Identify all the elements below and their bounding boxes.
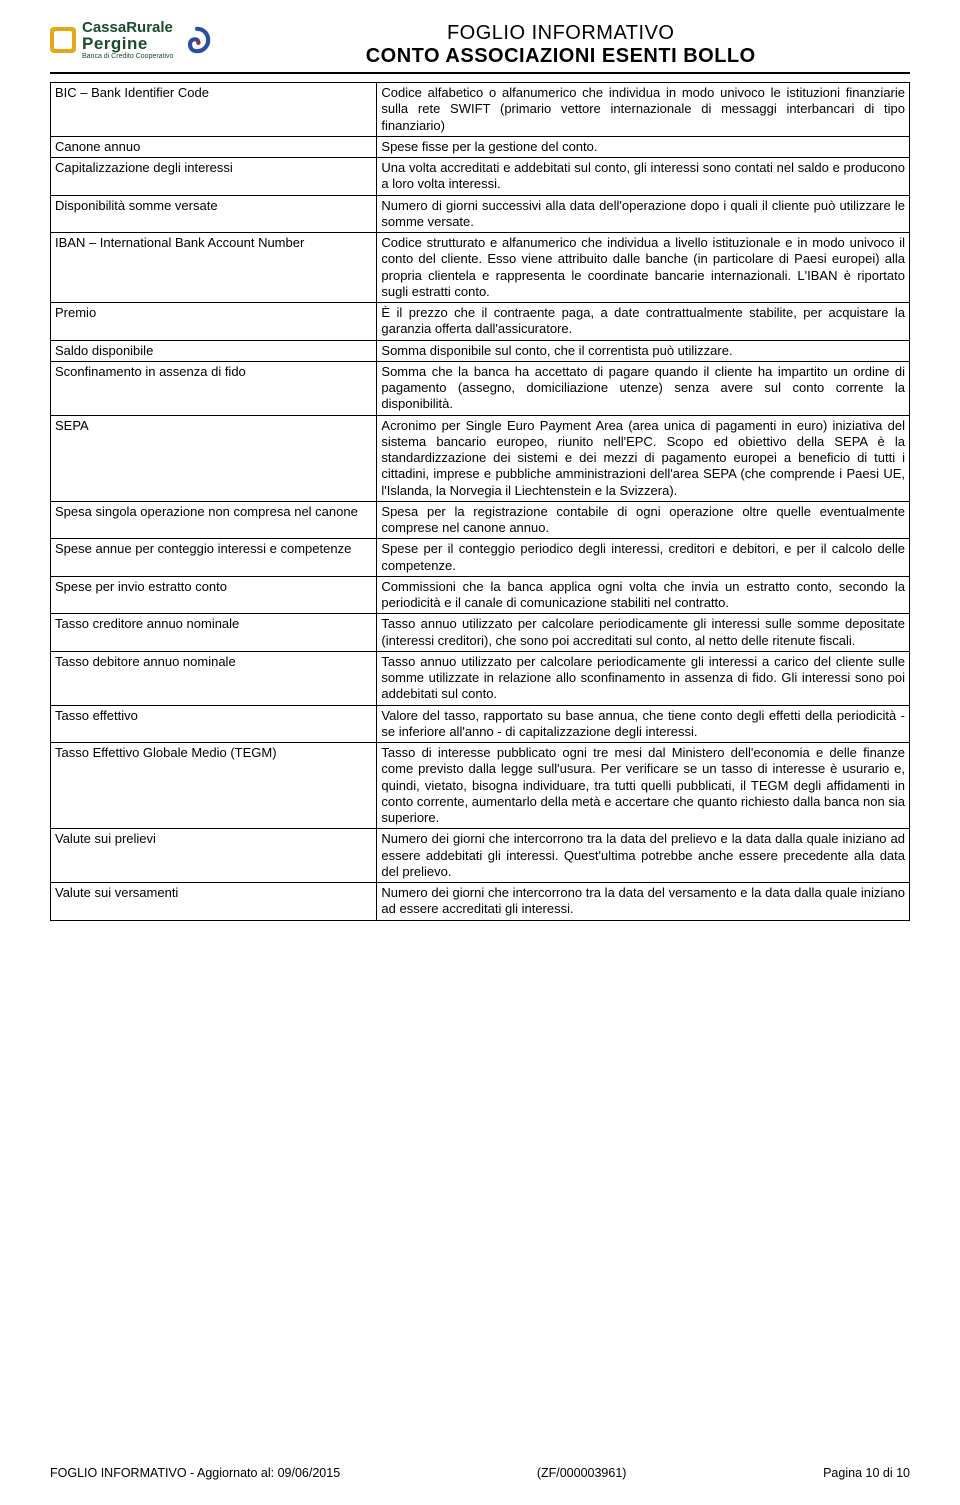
page-footer: FOGLIO INFORMATIVO - Aggiornato al: 09/0… <box>50 1466 910 1480</box>
glossary-term: Valute sui prelievi <box>51 829 377 883</box>
table-row: Valute sui prelieviNumero dei giorni che… <box>51 829 910 883</box>
table-row: SEPAAcronimo per Single Euro Payment Are… <box>51 415 910 501</box>
glossary-definition: Commissioni che la banca applica ogni vo… <box>377 576 910 614</box>
glossary-term: Spese per invio estratto conto <box>51 576 377 614</box>
table-row: Valute sui versamentiNumero dei giorni c… <box>51 883 910 921</box>
table-row: Saldo disponibileSomma disponibile sul c… <box>51 340 910 361</box>
glossary-term: Premio <box>51 303 377 341</box>
logo-line2: Pergine <box>82 35 173 52</box>
glossary-definition: Codice alfabetico o alfanumerico che ind… <box>377 83 910 137</box>
table-row: IBAN – International Bank Account Number… <box>51 233 910 303</box>
glossary-term: Spesa singola operazione non compresa ne… <box>51 501 377 539</box>
table-row: Tasso Effettivo Globale Medio (TEGM)Tass… <box>51 743 910 829</box>
glossary-term: Capitalizzazione degli interessi <box>51 158 377 196</box>
glossary-definition: Somma disponibile sul conto, che il corr… <box>377 340 910 361</box>
logo-line1: CassaRurale <box>82 20 173 35</box>
table-row: Capitalizzazione degli interessiUna volt… <box>51 158 910 196</box>
table-row: Spesa singola operazione non compresa ne… <box>51 501 910 539</box>
table-row: Spese annue per conteggio interessi e co… <box>51 539 910 577</box>
glossary-term: BIC – Bank Identifier Code <box>51 83 377 137</box>
bank-logo-icon <box>50 27 76 53</box>
footer-center: (ZF/000003961) <box>537 1466 627 1480</box>
glossary-term: Tasso debitore annuo nominale <box>51 651 377 705</box>
logo-text: CassaRurale Pergine Banca di Credito Coo… <box>82 20 173 60</box>
glossary-definition: Valore del tasso, rapportato su base ann… <box>377 705 910 743</box>
glossary-definition: Spese per il conteggio periodico degli i… <box>377 539 910 577</box>
table-row: Tasso debitore annuo nominaleTasso annuo… <box>51 651 910 705</box>
glossary-definition: Spese fisse per la gestione del conto. <box>377 136 910 157</box>
table-row: PremioÈ il prezzo che il contraente paga… <box>51 303 910 341</box>
glossary-term: Disponibilità somme versate <box>51 195 377 233</box>
doc-title-1: FOGLIO INFORMATIVO <box>211 22 910 45</box>
title-block: FOGLIO INFORMATIVO CONTO ASSOCIAZIONI ES… <box>211 20 910 68</box>
table-row: BIC – Bank Identifier CodeCodice alfabet… <box>51 83 910 137</box>
glossary-definition: Numero dei giorni che intercorrono tra l… <box>377 883 910 921</box>
footer-left: FOGLIO INFORMATIVO - Aggiornato al: 09/0… <box>50 1466 340 1480</box>
table-row: Tasso effettivoValore del tasso, rapport… <box>51 705 910 743</box>
glossary-term: Sconfinamento in assenza di fido <box>51 361 377 415</box>
glossary-definition: È il prezzo che il contraente paga, a da… <box>377 303 910 341</box>
glossary-term: Tasso effettivo <box>51 705 377 743</box>
glossary-term: Canone annuo <box>51 136 377 157</box>
table-row: Disponibilità somme versateNumero di gio… <box>51 195 910 233</box>
logo-subtitle: Banca di Credito Cooperativo <box>82 53 173 60</box>
glossary-table: BIC – Bank Identifier CodeCodice alfabet… <box>50 82 910 921</box>
glossary-term: Tasso Effettivo Globale Medio (TEGM) <box>51 743 377 829</box>
footer-right: Pagina 10 di 10 <box>823 1466 910 1480</box>
glossary-term: Spese annue per conteggio interessi e co… <box>51 539 377 577</box>
glossary-definition: Numero dei giorni che intercorrono tra l… <box>377 829 910 883</box>
glossary-term: Valute sui versamenti <box>51 883 377 921</box>
page: CassaRurale Pergine Banca di Credito Coo… <box>0 0 960 1505</box>
table-row: Canone annuoSpese fisse per la gestione … <box>51 136 910 157</box>
document-header: CassaRurale Pergine Banca di Credito Coo… <box>50 20 910 74</box>
table-row: Sconfinamento in assenza di fidoSomma ch… <box>51 361 910 415</box>
table-row: Tasso creditore annuo nominaleTasso annu… <box>51 614 910 652</box>
logo-block: CassaRurale Pergine Banca di Credito Coo… <box>50 20 211 60</box>
glossary-definition: Numero di giorni successivi alla data de… <box>377 195 910 233</box>
glossary-definition: Somma che la banca ha accettato di pagar… <box>377 361 910 415</box>
glossary-definition: Tasso annuo utilizzato per calcolare per… <box>377 614 910 652</box>
glossary-term: Saldo disponibile <box>51 340 377 361</box>
table-row: Spese per invio estratto contoCommission… <box>51 576 910 614</box>
swirl-icon <box>183 26 211 54</box>
glossary-definition: Acronimo per Single Euro Payment Area (a… <box>377 415 910 501</box>
glossary-definition: Tasso di interesse pubblicato ogni tre m… <box>377 743 910 829</box>
glossary-term: Tasso creditore annuo nominale <box>51 614 377 652</box>
glossary-definition: Spesa per la registrazione contabile di … <box>377 501 910 539</box>
glossary-definition: Tasso annuo utilizzato per calcolare per… <box>377 651 910 705</box>
glossary-term: IBAN – International Bank Account Number <box>51 233 377 303</box>
doc-title-2: CONTO ASSOCIAZIONI ESENTI BOLLO <box>211 45 910 68</box>
glossary-definition: Una volta accreditati e addebitati sul c… <box>377 158 910 196</box>
glossary-definition: Codice strutturato e alfanumerico che in… <box>377 233 910 303</box>
glossary-term: SEPA <box>51 415 377 501</box>
